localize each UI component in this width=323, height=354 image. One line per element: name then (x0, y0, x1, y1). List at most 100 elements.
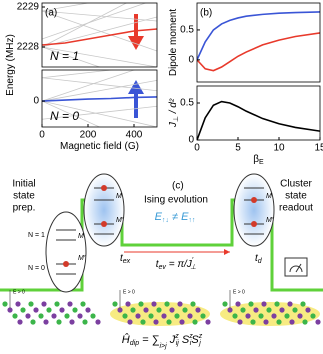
annotation: N = 1 (50, 49, 79, 63)
field-label: E > 0 (123, 289, 135, 295)
x-tick-label: 0 (194, 143, 200, 154)
molecule (227, 307, 233, 313)
level-ellipse (233, 173, 275, 247)
molecule (41, 301, 47, 307)
molecule (205, 319, 211, 325)
series-line (42, 100, 101, 127)
molecule (284, 313, 290, 319)
t-ex: tex (120, 253, 131, 265)
plot (197, 11, 320, 72)
molecule (292, 307, 298, 313)
molecule (192, 319, 198, 325)
molecule (38, 313, 44, 319)
molecule (271, 313, 277, 319)
molecule (90, 313, 96, 319)
x-tick-label: 200 (80, 130, 97, 141)
y-label-sub: ⊥ (173, 116, 180, 122)
molecule (166, 319, 172, 325)
molecule (125, 301, 131, 307)
molecule (237, 319, 243, 325)
molecule (274, 301, 280, 307)
molecule (95, 319, 101, 325)
hamiltonian: Ĥdip = ∑i>j Jz ij Sz iSz j (122, 333, 203, 350)
molecule (250, 319, 256, 325)
field-label: E > 0 (13, 289, 25, 295)
level-label: M (266, 193, 272, 200)
molecule (195, 307, 201, 313)
energy-relation: E↑↓ ≠ E↑↑ (155, 211, 196, 224)
t-ev: tev = π/J′ ⊥ (156, 257, 196, 271)
molecule (30, 319, 36, 325)
molecule (177, 301, 183, 307)
panel-label: (a) (45, 8, 57, 19)
panel-label: (b) (200, 8, 212, 19)
prep-text: prep. (13, 203, 36, 214)
molecule (7, 307, 13, 313)
molecule (67, 301, 73, 307)
molecule (46, 307, 52, 313)
molecule (148, 313, 154, 319)
level-label: M (116, 193, 122, 200)
prep-text: Initial (12, 179, 35, 190)
molecule (33, 307, 39, 313)
evolution-text: Ising evolution (144, 195, 208, 206)
x-axis-label: βE (253, 154, 264, 166)
molecule (12, 313, 18, 319)
molecule (190, 301, 196, 307)
level-ellipse (83, 173, 125, 247)
x-tick-label: 15 (314, 143, 323, 154)
series-line (42, 77, 157, 92)
series-line (42, 100, 157, 127)
molecule (305, 307, 311, 313)
series-line (42, 3, 91, 12)
level-ellipse (45, 211, 87, 293)
molecule (122, 313, 128, 319)
series-line (42, 46, 101, 67)
readout-text: state (285, 191, 307, 202)
annotation: N = 0 (50, 109, 79, 123)
molecule (15, 301, 21, 307)
molecule (258, 313, 264, 319)
molecule (56, 319, 62, 325)
molecule (151, 301, 157, 307)
x-tick-label: 400 (126, 130, 143, 141)
x-label-text: Magnetic field (G) (60, 141, 139, 152)
molecule (261, 301, 267, 307)
y-tick-label: 0.5 (180, 98, 194, 109)
molecule (287, 301, 293, 307)
x-label-sub: E (259, 159, 264, 166)
molecule (253, 307, 259, 313)
plot (197, 100, 320, 140)
molecule (174, 313, 180, 319)
molecule (82, 319, 88, 325)
series-line (42, 105, 157, 120)
plot (42, 3, 157, 67)
molecule (2, 301, 8, 307)
series-line (197, 11, 320, 61)
molecule (69, 319, 75, 325)
molecule (25, 313, 31, 319)
molecule (130, 307, 136, 313)
molecule (59, 307, 65, 313)
frame (41, 69, 158, 128)
series-line (42, 46, 157, 67)
molecule (43, 319, 49, 325)
y-tick-label: 0 (188, 54, 194, 65)
molecule (245, 313, 251, 319)
level-label: M′ (266, 217, 274, 224)
molecule (138, 301, 144, 307)
state-dots (63, 185, 257, 267)
series-line (42, 70, 115, 79)
molecule (297, 313, 303, 319)
series-line (42, 70, 136, 102)
prep-text: state (13, 191, 35, 202)
molecule (315, 319, 321, 325)
level-label: M′ (78, 255, 86, 262)
readout-text: readout (279, 203, 313, 214)
plot (42, 70, 157, 127)
series-line (42, 10, 157, 22)
molecule (276, 319, 282, 325)
molecule (72, 307, 78, 313)
y-axis-label: Dipole moment (168, 9, 179, 76)
